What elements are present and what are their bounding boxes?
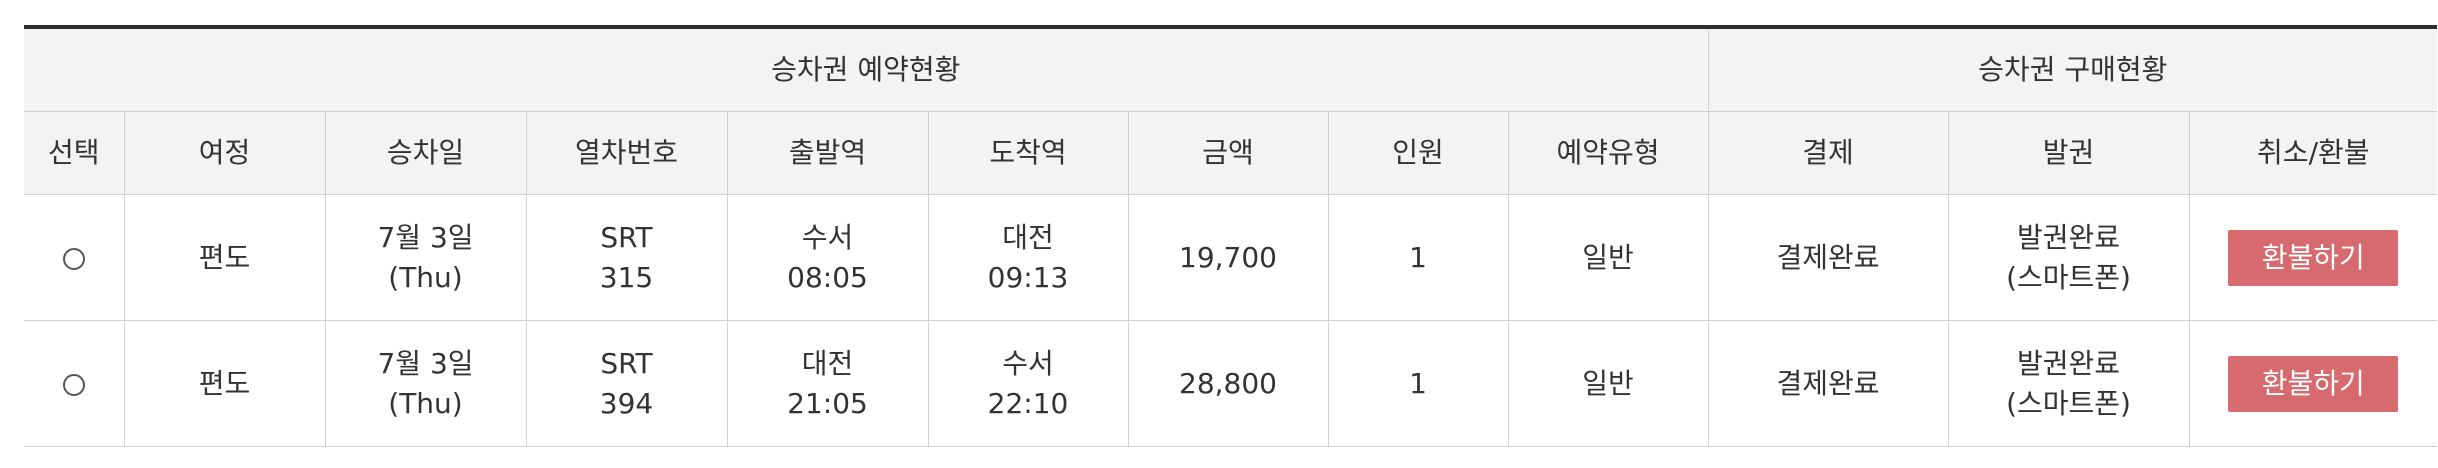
arrival-station: 대전	[1002, 220, 1054, 254]
arrival-time: 09:13	[987, 260, 1069, 294]
train-number-text: 315	[599, 260, 654, 294]
weekday-text: (Thu)	[388, 386, 463, 420]
train-no-cell: SRT 394	[525, 320, 727, 447]
col-header-trip: 여정	[123, 111, 325, 195]
people-cell: 1	[1327, 320, 1508, 447]
col-header-amount: 금액	[1127, 111, 1328, 195]
select-radio[interactable]	[62, 373, 85, 396]
trip-cell: 편도	[123, 320, 325, 447]
date-text: 7월 3일	[377, 220, 474, 254]
col-header-people: 인원	[1327, 111, 1508, 195]
col-header-train-no: 열차번호	[525, 111, 727, 195]
cancel-refund-cell: 환불하기	[2188, 194, 2438, 321]
table-row: 편도 7월 3일 (Thu) SRT 315 수서 08:05 대전 09:13	[24, 194, 2438, 321]
arrival-cell: 대전 09:13	[927, 194, 1128, 321]
payment-cell: 결제완료	[1707, 320, 1949, 447]
train-no-cell: SRT 315	[525, 194, 727, 321]
column-header-row: 선택 여정 승차일 열차번호 출발역 도착역 금액 인원 예약유형 결제 발권 …	[24, 111, 2438, 195]
table-row: 편도 7월 3일 (Thu) SRT 394 대전 21:05 수서 22:10	[24, 320, 2438, 447]
ticketing-method: (스마트폰)	[2006, 260, 2131, 294]
col-header-payment: 결제	[1707, 111, 1949, 195]
reservation-type-cell: 일반	[1507, 194, 1709, 321]
departure-time: 08:05	[787, 260, 868, 294]
date-cell: 7월 3일 (Thu)	[324, 194, 526, 321]
weekday-text: (Thu)	[388, 260, 463, 294]
select-cell	[24, 194, 124, 321]
train-type-text: SRT	[600, 346, 653, 380]
departure-cell: 수서 08:05	[726, 194, 928, 321]
ticketing-cell: 발권완료 (스마트폰)	[1947, 194, 2190, 321]
reservation-table: 승차권 예약현황 승차권 구매현황 선택 여정 승차일 열차번호 출발역 도착역…	[24, 25, 2438, 447]
departure-station: 대전	[801, 346, 854, 380]
purchase-status-group-header: 승차권 구매현황	[1707, 27, 2438, 112]
col-header-ticketing: 발권	[1947, 111, 2190, 195]
select-cell	[24, 320, 124, 447]
train-type-text: SRT	[600, 220, 653, 254]
reservation-status-panel: 승차권 예약현황 승차권 구매현황 선택 여정 승차일 열차번호 출발역 도착역…	[24, 25, 2438, 447]
departure-station: 수서	[801, 220, 854, 254]
reservation-type-cell: 일반	[1507, 320, 1709, 447]
arrival-station: 수서	[1002, 346, 1054, 380]
col-header-select: 선택	[24, 111, 124, 195]
refund-button[interactable]: 환불하기	[2228, 229, 2399, 286]
amount-cell: 19,700	[1127, 194, 1328, 321]
ticketing-status: 발권완료	[2017, 220, 2121, 254]
people-cell: 1	[1327, 194, 1508, 321]
col-header-reservation-type: 예약유형	[1507, 111, 1709, 195]
date-text: 7월 3일	[377, 346, 474, 380]
trip-cell: 편도	[123, 194, 325, 321]
col-header-departure: 출발역	[726, 111, 928, 195]
refund-button[interactable]: 환불하기	[2228, 355, 2399, 412]
col-header-cancel-refund: 취소/환불	[2188, 111, 2438, 195]
arrival-cell: 수서 22:10	[927, 320, 1128, 447]
ticketing-method: (스마트폰)	[2006, 386, 2131, 420]
departure-cell: 대전 21:05	[726, 320, 928, 447]
arrival-time: 22:10	[987, 386, 1069, 420]
col-header-arrival: 도착역	[927, 111, 1128, 195]
departure-time: 21:05	[787, 386, 868, 420]
group-header-row: 승차권 예약현황 승차권 구매현황	[24, 27, 2438, 112]
payment-cell: 결제완료	[1707, 194, 1949, 321]
ticketing-status: 발권완료	[2017, 346, 2121, 380]
col-header-date: 승차일	[324, 111, 526, 195]
ticketing-cell: 발권완료 (스마트폰)	[1947, 320, 2190, 447]
reservation-status-group-header: 승차권 예약현황	[24, 27, 1709, 112]
date-cell: 7월 3일 (Thu)	[324, 320, 526, 447]
amount-cell: 28,800	[1127, 320, 1328, 447]
train-number-text: 394	[599, 386, 654, 420]
cancel-refund-cell: 환불하기	[2188, 320, 2438, 447]
select-radio[interactable]	[62, 247, 85, 270]
